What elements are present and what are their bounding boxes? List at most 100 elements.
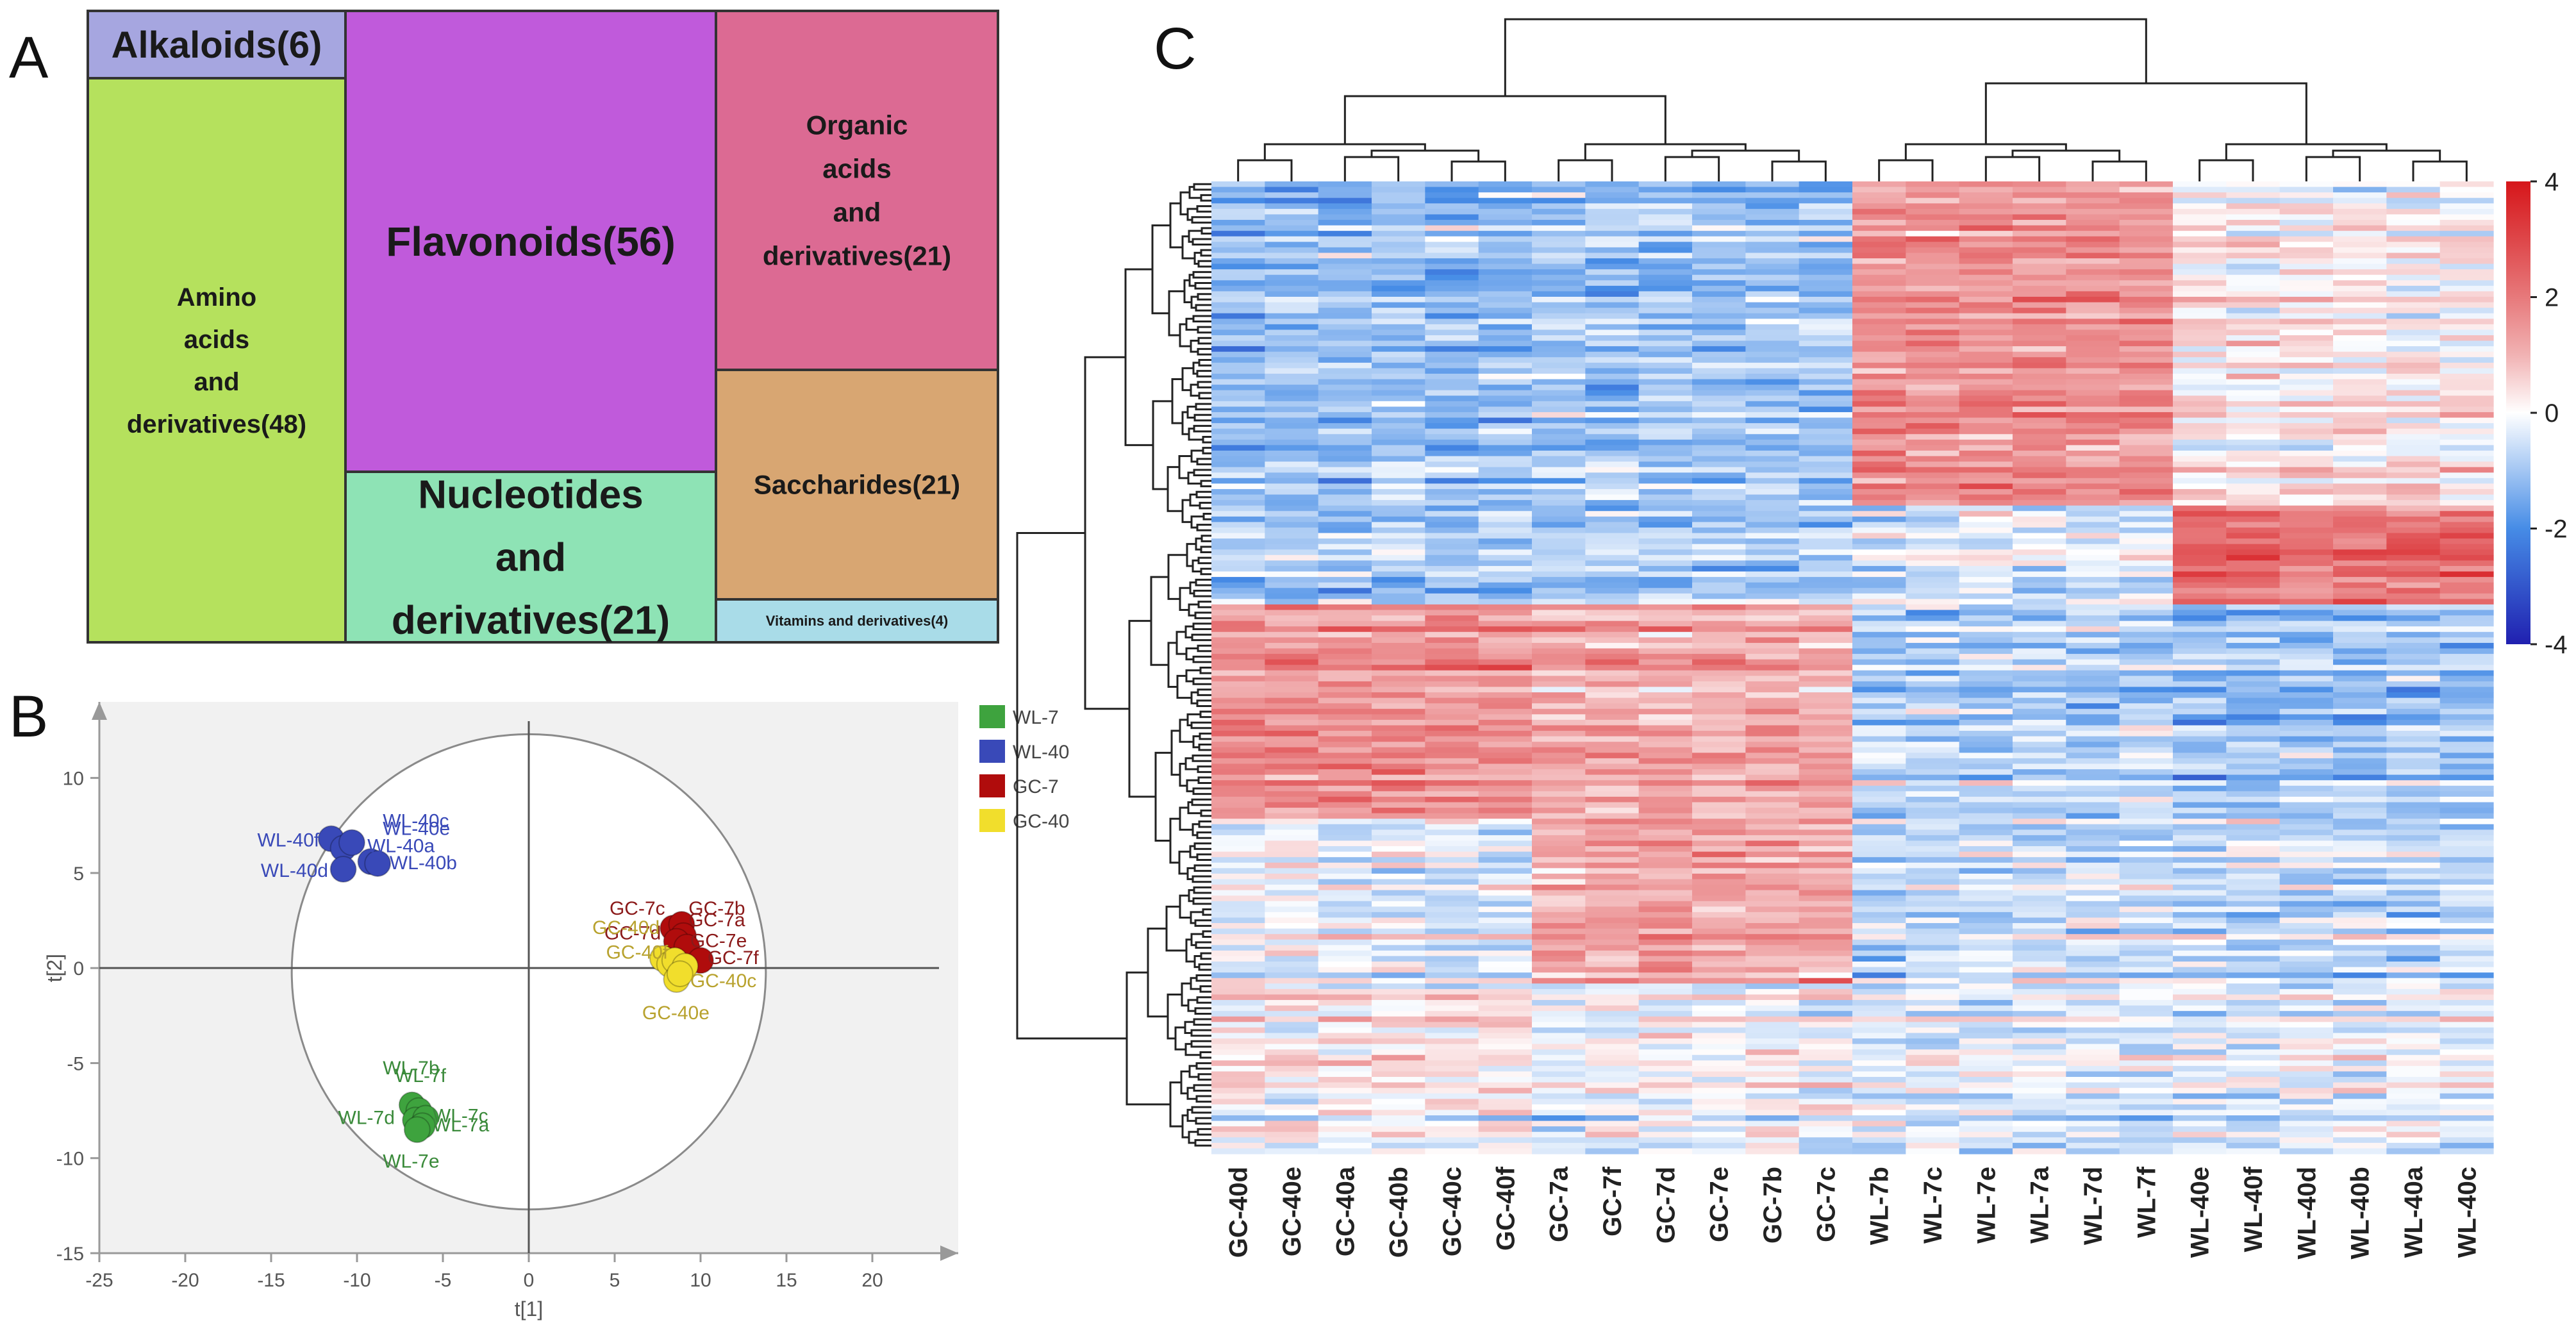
- heatmap-cell: [2386, 472, 2441, 479]
- heatmap-cell: [2066, 763, 2120, 770]
- heatmap-cell: [1906, 1011, 1960, 1017]
- heatmap-cell: [2226, 253, 2281, 259]
- dendrogram-branch: [1184, 1043, 1201, 1056]
- heatmap-cell: [1211, 626, 1265, 633]
- dendrogram-branch: [1197, 381, 1211, 388]
- heatmap-cell: [1265, 214, 1319, 221]
- heatmap-cell: [2066, 533, 2120, 539]
- heatmap-cell: [2066, 181, 2120, 188]
- heatmap-cell: [1211, 560, 1265, 567]
- heatmap-cell: [2119, 417, 2173, 424]
- heatmap-cell: [1799, 1038, 1853, 1045]
- heatmap-cell: [1906, 687, 1960, 693]
- heatmap-cell: [1318, 890, 1372, 896]
- dendrogram-branch: [1196, 699, 1211, 707]
- heatmap-cell: [1906, 835, 1960, 842]
- heatmap-cell: [2013, 928, 2066, 935]
- heatmap-cell: [1852, 554, 1906, 561]
- heatmap-cell: [2279, 703, 2334, 710]
- heatmap-cell: [1532, 368, 1586, 374]
- heatmap-cell: [1799, 560, 1853, 567]
- heatmap-cell: [1318, 994, 1372, 1001]
- heatmap-cell: [1532, 747, 1586, 753]
- heatmap-cell: [2119, 511, 2173, 517]
- heatmap-cell: [1478, 763, 1533, 770]
- heatmap-cell: [2279, 967, 2334, 973]
- heatmap-cell: [1211, 846, 1265, 853]
- heatmap-cell: [1745, 417, 1800, 424]
- heatmap-cell: [1745, 785, 1800, 792]
- heatmap-cell: [1745, 654, 1800, 660]
- heatmap-cell: [1959, 1054, 2013, 1061]
- heatmap-cell: [2333, 538, 2387, 545]
- heatmap-cell: [1585, 1054, 1640, 1061]
- heatmap-cell: [1211, 197, 1265, 204]
- heatmap-cell: [1692, 571, 1746, 578]
- heatmap-cell: [1211, 1104, 1265, 1111]
- heatmap-cell: [2333, 665, 2387, 671]
- heatmap-cell: [2386, 516, 2441, 522]
- heatmap-cell: [2013, 560, 2066, 567]
- heatmap-cell: [2119, 483, 2173, 490]
- heatmap-cell: [1532, 1027, 1586, 1034]
- heatmap-cell: [1959, 978, 2013, 984]
- heatmap-cell: [1745, 868, 1800, 874]
- heatmap-cell: [1852, 1065, 1906, 1072]
- heatmap-cell: [1265, 1027, 1319, 1034]
- heatmap-cell: [2386, 577, 2441, 583]
- heatmap-cell: [2279, 829, 2334, 836]
- heatmap-cell: [1425, 588, 1479, 594]
- heatmap-cell: [1852, 478, 1906, 484]
- heatmap-cell: [1799, 725, 1853, 731]
- heatmap-cell: [2279, 231, 2334, 237]
- heatmap-cell: [1959, 505, 2013, 512]
- heatmap-cell: [1425, 840, 1479, 847]
- heatmap-cell: [1799, 253, 1853, 259]
- heatmap-cell: [2066, 319, 2120, 325]
- heatmap-cell: [2333, 373, 2387, 380]
- heatmap-cell: [2013, 956, 2066, 962]
- heatmap-cell: [1211, 670, 1265, 676]
- heatmap-cell: [2066, 1126, 2120, 1133]
- heatmap-cell: [1425, 736, 1479, 742]
- heatmap-cell: [2173, 247, 2227, 254]
- heatmap-cell: [2119, 340, 2173, 347]
- heatmap-cell: [1638, 1148, 1693, 1154]
- heatmap-cell: [2439, 687, 2494, 693]
- heatmap-cell: [1478, 895, 1533, 902]
- heatmap-cell: [1265, 988, 1319, 995]
- heatmap-cell: [2066, 302, 2120, 308]
- heatmap-cell: [2279, 533, 2334, 539]
- heatmap-cell: [1585, 324, 1640, 331]
- heatmap-cell: [2226, 895, 2281, 902]
- heatmap-cell: [2279, 214, 2334, 221]
- heatmap-cell: [2066, 945, 2120, 951]
- heatmap-cell: [1692, 351, 1746, 358]
- heatmap-cell: [1852, 379, 1906, 385]
- heatmap-cell: [1211, 687, 1265, 693]
- heatmap-cell: [1211, 1016, 1265, 1022]
- heatmap-cell: [2226, 659, 2281, 665]
- heatmap-cell: [1532, 780, 1586, 787]
- heatmap-cell: [2013, 1016, 2066, 1022]
- heatmap-cell: [2066, 373, 2120, 380]
- treemap-label-organic-acids: derivatives(21): [763, 241, 951, 271]
- heatmap-cell: [1265, 565, 1319, 572]
- heatmap-cell: [2439, 219, 2494, 226]
- heatmap-cell: [2279, 538, 2334, 545]
- heatmap-cell: [1478, 1088, 1533, 1094]
- heatmap-cell: [2439, 450, 2494, 457]
- heatmap-cell: [1585, 362, 1640, 369]
- heatmap-cell: [1692, 247, 1746, 254]
- heatmap-cell: [2279, 1071, 2334, 1078]
- heatmap-cell: [2226, 610, 2281, 616]
- heatmap-cell: [2066, 308, 2120, 314]
- heatmap-cell: [1478, 692, 1533, 699]
- heatmap-cell: [1532, 1038, 1586, 1045]
- heatmap-cell: [1692, 483, 1746, 490]
- heatmap-cell: [2333, 1137, 2387, 1144]
- heatmap-cell: [1906, 434, 1960, 440]
- heatmap-cell: [2386, 654, 2441, 660]
- heatmap-cell: [1638, 1022, 1693, 1028]
